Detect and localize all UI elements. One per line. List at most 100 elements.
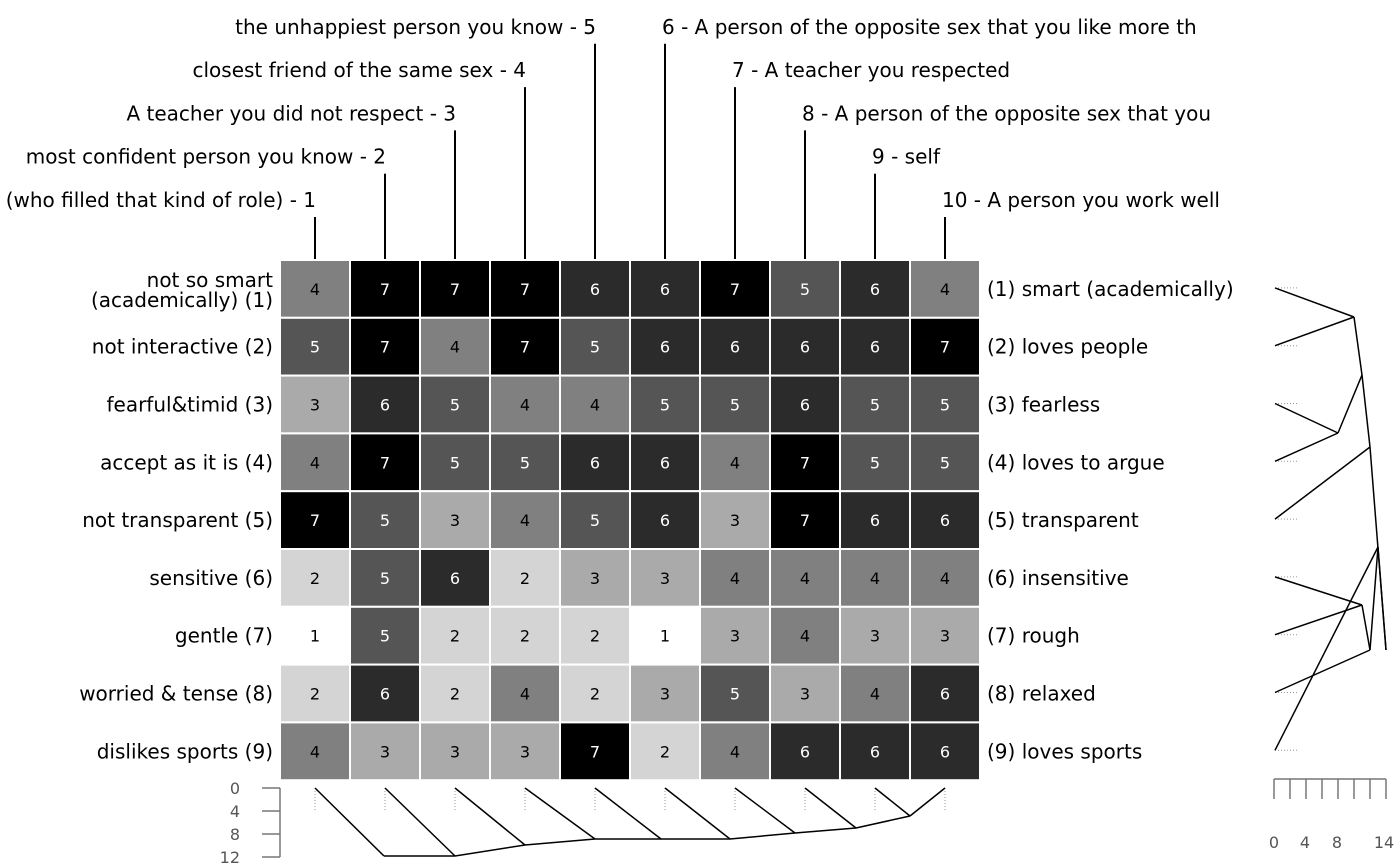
cell-value-label: 6 [940,742,950,761]
cell-value-label: 7 [590,742,600,761]
element-dendrogram-tick-label: 0 [230,779,240,798]
heatmap-cell [559,316,631,377]
cell-value-label: 6 [800,338,810,357]
cell-value-label: 3 [870,627,880,646]
cell-value-label: 4 [730,742,740,761]
element-label: A teacher you did not respect - 3 [126,101,456,125]
heatmap-cell [559,259,631,319]
cell-value-label: 2 [590,685,600,704]
heatmap-cell [839,721,911,782]
element-label: most confident person you know - 2 [26,145,386,169]
cell-value-label: 4 [310,742,320,761]
element-dendrogram-branch [454,844,526,857]
cell-value-label: 4 [800,569,810,588]
left-pole-label: not interactive (2) [92,335,273,359]
cell-value-label: 6 [730,338,740,357]
element-dendrogram-branch [594,787,662,840]
element-dendrogram-branch [794,827,857,834]
construct-dendrogram-tick-label: 8 [1332,833,1342,852]
cell-value-label: 7 [450,280,460,299]
cell-value-label: 7 [310,511,320,530]
heatmap-cell [769,663,841,724]
heatmap-cell [419,432,491,493]
heatmap-cell [489,259,561,319]
heatmap-cell [909,490,981,551]
element-dendrogram-branch [384,787,456,857]
construct-dendrogram-branch [1337,374,1363,434]
cell-value-label: 6 [590,453,600,472]
cell-value-label: 6 [940,685,950,704]
right-pole-label: (1) smart (academically) [987,277,1234,301]
left-pole-label: fearful&timid (3) [106,393,273,417]
construct-dendrogram-branch [1369,546,1379,651]
heatmap-cell [349,663,421,724]
cell-value-label: 6 [870,742,880,761]
right-pole-label: (4) loves to argue [987,450,1165,474]
cell-value-label: 5 [310,338,320,357]
cell-value-label: 4 [310,453,320,472]
heatmap-cell [909,663,981,724]
construct-dendrogram-branch [1274,649,1371,694]
element-label: closest friend of the same sex - 4 [193,58,527,82]
heatmap-cell [419,721,491,782]
construct-dendrogram-branch [1361,374,1371,448]
heatmap-cell [839,432,911,493]
cell-value-label: 6 [380,685,390,704]
cell-value-label: 3 [520,742,530,761]
left-pole-label: worried & tense (8) [79,682,273,706]
heatmap-cell [559,663,631,724]
cell-value-label: 2 [660,742,670,761]
heatmap-cell [769,490,841,551]
right-pole-labels: (1) smart (academically) (2) loves people… [987,277,1234,763]
cell-value-label: 6 [800,396,810,415]
cell-value-label: 3 [310,396,320,415]
cell-value-label: 7 [800,453,810,472]
cell-value-label: 6 [380,396,390,415]
heatmap-cell [839,374,911,435]
heatmap-cell [839,663,911,724]
cell-value-label: 6 [800,742,810,761]
cell-value-label: 4 [870,569,880,588]
heatmap-cell [769,432,841,493]
cell-value-label: 3 [730,627,740,646]
cell-value-label: 5 [940,396,950,415]
cell-value-label: 6 [940,511,950,530]
cell-value-label: 5 [660,396,670,415]
heatmap-cell [559,548,631,608]
heatmap-cell [769,721,841,782]
heatmap-cell [839,259,911,319]
cell-value-label: 4 [450,338,460,357]
cell-value-label: 2 [520,569,530,588]
element-dendrogram-branch [524,787,596,840]
cell-value-label: 4 [940,569,950,588]
cell-value-label: 5 [380,627,390,646]
cell-value-label: 5 [870,396,880,415]
cell-value-label: 4 [940,280,950,299]
cell-value-label: 3 [450,742,460,761]
cell-value-label: 3 [730,511,740,530]
heatmap-cell [419,605,491,666]
left-pole-label: sensitive (6) [149,566,273,590]
cell-value-label: 3 [660,569,670,588]
cell-value-label: 2 [450,627,460,646]
cell-value-label: 5 [450,453,460,472]
construct-dendrogram-tick-label: 4 [1300,833,1310,852]
element-label: 10 - A person you work well [942,188,1220,212]
heatmap-cell [909,259,981,319]
cell-value-label: 7 [380,453,390,472]
heatmap-cell [279,721,351,782]
cell-value-label: 2 [590,627,600,646]
heatmap-cell [349,259,421,319]
cell-value-label: 1 [660,627,670,646]
cell-value-label: 4 [520,685,530,704]
heatmap-cell [839,490,911,551]
cell-value-label: 1 [310,627,320,646]
left-pole-label: accept as it is (4) [100,450,273,474]
cell-value-label: 3 [940,627,950,646]
construct-dendrogram-branch [1274,576,1363,606]
heatmap-cell [909,721,981,782]
cell-value-label: 5 [870,453,880,472]
heatmap-cell [629,663,701,724]
heatmap-cell [699,432,771,493]
element-dendrogram-tick-label: 12 [220,848,240,866]
